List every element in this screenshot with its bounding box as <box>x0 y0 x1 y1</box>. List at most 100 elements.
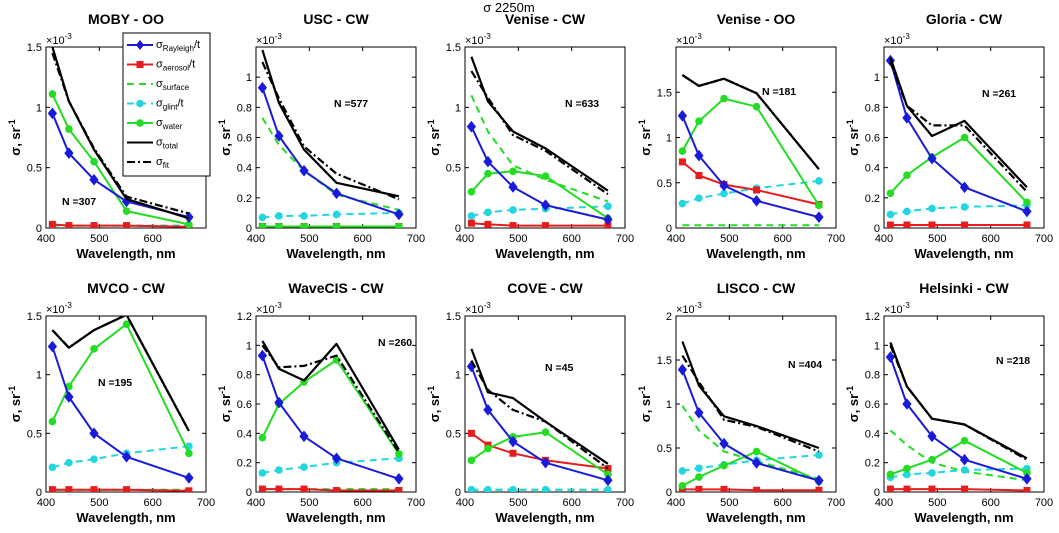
data-point-aerosol <box>258 485 266 492</box>
data-point-aerosol <box>720 485 728 492</box>
y-tick-label: 0.4 <box>237 428 252 440</box>
data-point-rayleigh <box>483 155 493 168</box>
data-point-glint <box>509 485 517 492</box>
exponent-label: ×10-3 <box>676 301 702 316</box>
data-point-rayleigh <box>694 149 704 162</box>
x-tick-label: 600 <box>981 233 999 245</box>
y-tick-label: 1 <box>666 133 672 145</box>
x-axis-label: Wavelength, nm <box>76 510 175 525</box>
data-point-rayleigh <box>466 120 477 133</box>
data-point-rayleigh <box>902 398 912 410</box>
subplot-4: Venise - OO ×10-3 0 0.5 1 1.5 400 500 600 700 Wave… <box>637 11 845 261</box>
data-point-aerosol <box>695 485 703 492</box>
x-tick-label: 600 <box>143 497 161 509</box>
data-point-glint <box>604 202 612 211</box>
data-point-rayleigh <box>719 179 729 192</box>
subplot-title: MVCO - CW <box>87 280 166 296</box>
data-point-aerosol <box>467 219 475 227</box>
data-point-water <box>752 102 761 111</box>
data-point-water <box>258 433 267 442</box>
y-tick-label: 0.4 <box>865 428 880 440</box>
x-tick-label: 400 <box>667 497 685 509</box>
data-point-aerosol <box>753 486 761 492</box>
subplot-title: LISCO - CW <box>717 280 796 296</box>
data-point-rayleigh <box>483 404 493 416</box>
data-point-rayleigh <box>274 396 284 409</box>
data-point-aerosol <box>886 485 894 492</box>
y-tick-label: 0 <box>455 223 461 235</box>
x-tick-label: 400 <box>37 233 55 245</box>
data-point-rayleigh <box>508 435 518 448</box>
data-point-aerosol <box>484 220 492 228</box>
y-tick-label: 1.5 <box>27 42 42 54</box>
data-point-rayleigh <box>959 181 970 194</box>
data-point-aerosol <box>275 485 283 492</box>
y-tick-label: 0.2 <box>865 193 880 205</box>
subplot-5: Gloria - CW ×10-3 0 0.2 0.4 0.6 0.8 1 400 500 600 7… <box>845 11 1053 261</box>
series-line-total <box>470 348 609 465</box>
data-point-rayleigh <box>89 173 99 186</box>
data-point-glint <box>509 206 517 214</box>
x-axis-label: Wavelength, nm <box>495 246 594 261</box>
data-point-aerosol <box>678 158 686 166</box>
y-tick-label: 1.5 <box>446 311 461 323</box>
y-axis-label: σ, sr-1 <box>637 119 653 155</box>
n-count-label: N =307 <box>62 196 96 208</box>
y-tick-label: 1.2 <box>237 311 252 323</box>
y-tick-label: 1.5 <box>657 87 672 99</box>
data-point-aerosol <box>886 221 894 228</box>
data-point-glint <box>960 466 969 474</box>
y-axis-label: σ, sr-1 <box>845 119 861 155</box>
y-tick-label: 0.8 <box>865 102 880 114</box>
data-point-aerosol <box>467 429 475 437</box>
data-point-glint <box>678 199 687 208</box>
x-tick-label: 400 <box>247 233 265 245</box>
data-point-glint <box>275 466 283 474</box>
n-count-label: N =633 <box>565 98 599 110</box>
exponent-label: ×10-3 <box>46 32 72 47</box>
x-axis-label: Wavelength, nm <box>706 510 805 525</box>
data-point-glint <box>695 194 703 202</box>
x-axis-label: Wavelength, nm <box>495 510 594 525</box>
x-tick-label: 700 <box>407 497 425 509</box>
data-point-rayleigh <box>885 351 896 363</box>
x-tick-label: 700 <box>1035 497 1053 509</box>
data-point-aerosol <box>1023 487 1031 492</box>
data-point-water <box>467 456 476 465</box>
x-axis-label: Wavelength, nm <box>286 246 385 261</box>
data-point-aerosol <box>753 186 761 194</box>
y-tick-label: 0.4 <box>237 163 252 175</box>
data-point-aerosol <box>123 486 131 492</box>
y-tick-label: 0 <box>246 223 252 235</box>
legend-marker-rayleigh <box>136 40 144 50</box>
y-tick-label: 0 <box>874 223 880 235</box>
exponent-label: ×10-3 <box>465 301 491 316</box>
data-point-water <box>484 444 492 453</box>
data-point-aerosol <box>300 485 308 492</box>
data-point-aerosol <box>48 220 56 228</box>
x-tick-label: 400 <box>456 233 474 245</box>
series-line-total <box>261 49 400 198</box>
data-point-water <box>509 167 517 176</box>
data-point-water <box>65 125 73 133</box>
data-point-water <box>928 455 936 464</box>
y-axis-label: σ, sr-1 <box>637 386 653 422</box>
x-tick-label: 600 <box>143 233 161 245</box>
data-point-glint <box>258 469 267 477</box>
data-point-glint <box>467 212 476 220</box>
n-count-label: N =260 <box>378 337 412 349</box>
data-point-rayleigh <box>47 340 58 353</box>
x-tick-label: 500 <box>928 233 946 245</box>
data-point-glint <box>678 467 687 475</box>
data-point-glint <box>332 210 341 219</box>
y-tick-label: 0.6 <box>865 133 880 145</box>
y-axis-label: σ, sr-1 <box>426 386 442 422</box>
data-point-glint <box>300 212 308 220</box>
subplot-title: COVE - CW <box>507 280 583 296</box>
y-tick-label: 0.6 <box>865 399 880 411</box>
data-point-water <box>300 222 308 228</box>
y-tick-label: 1 <box>36 370 42 382</box>
data-point-rayleigh <box>603 213 613 226</box>
x-tick-label: 500 <box>720 233 738 245</box>
data-point-rayleigh <box>677 363 688 376</box>
